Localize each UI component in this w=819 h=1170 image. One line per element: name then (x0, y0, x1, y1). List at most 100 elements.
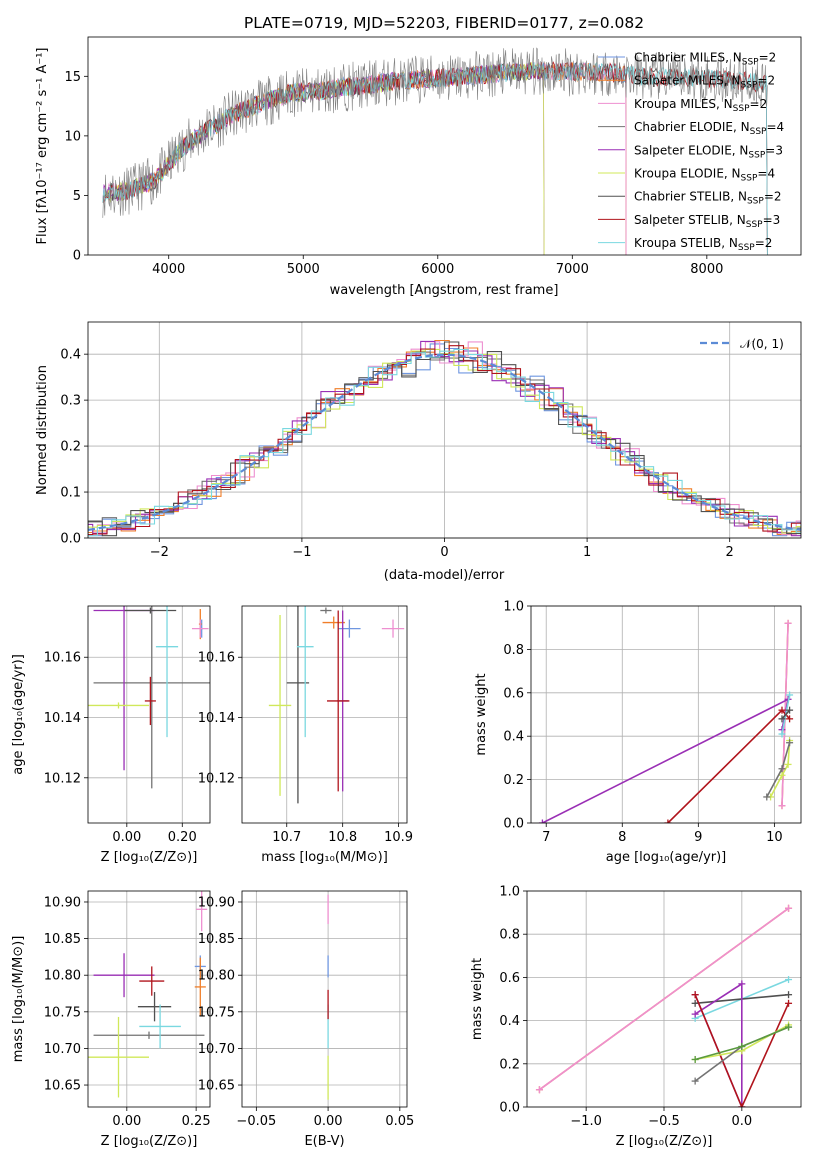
x-tick-label: 0.20 (168, 830, 197, 845)
x-tick-label: −1 (292, 545, 311, 560)
x-tick-label: 5000 (287, 262, 320, 277)
y-axis-label: age [log₁₀(age/yr)] (11, 654, 26, 775)
weight-line (539, 907, 789, 1091)
y-tick-label: 0.0 (60, 532, 81, 547)
x-tick-label: 4000 (152, 262, 185, 277)
axes-frame (241, 605, 408, 824)
weight-line (769, 740, 791, 798)
histogram-step (88, 340, 801, 537)
y-tick-label: 0 (73, 249, 81, 264)
axes-frame (87, 36, 802, 256)
x-axis-label: mass [log₁₀(M/M⊙)] (261, 850, 388, 865)
line-group (535, 904, 793, 1107)
weight-line (694, 994, 790, 1107)
observed-spectrum-line (102, 47, 768, 218)
x-tick-label: 10.9 (384, 830, 413, 845)
y-tick-label: 0.2 (60, 440, 81, 455)
y-tick-label: 10.70 (198, 1042, 235, 1057)
y-tick-label: 0.8 (503, 643, 524, 658)
legend-entry: Salpeter ELODIE, NSSP=3 (634, 143, 783, 160)
y-tick-label: 0.6 (499, 971, 520, 986)
legend-entry: Kroupa MILES, NSSP=2 (634, 97, 767, 114)
y-tick-label: 0.8 (499, 928, 520, 943)
x-tick-label: 10.7 (272, 830, 301, 845)
x-tick-label: 1 (583, 545, 591, 560)
y-tick-label: 0.6 (503, 686, 524, 701)
x-axis-label: Z [log₁₀(Z/Z⊙)] (101, 1134, 198, 1149)
errorbar-group (88, 606, 210, 789)
chart-title: PLATE=0719, MJD=52203, FIBERID=0177, z=0… (244, 14, 644, 32)
y-tick-label: 10.75 (44, 1005, 81, 1020)
histogram-step (88, 341, 801, 536)
y-tick-label: 10.65 (198, 1079, 235, 1094)
x-tick-label: 7 (542, 830, 550, 845)
errorbar-group (268, 606, 405, 804)
y-tick-label: 10.14 (44, 711, 81, 726)
y-tick-label: 10.90 (44, 895, 81, 910)
y-tick-label: 1.0 (499, 885, 520, 900)
y-tick-label: 10.16 (198, 651, 235, 666)
errorbar-group (88, 891, 208, 1098)
y-tick-label: 10.12 (198, 771, 235, 786)
y-tick-label: 10.75 (198, 1005, 235, 1020)
weight-line (542, 697, 790, 823)
x-tick-label: 7000 (556, 262, 589, 277)
legend-entry: Kroupa ELODIE, NSSP=4 (634, 167, 775, 184)
axes-frame (87, 605, 211, 824)
legend-entry: Chabrier ELODIE, NSSP=4 (634, 120, 784, 137)
x-tick-label: 0.00 (314, 1114, 343, 1129)
legend-entry: Salpeter MILES, NSSP=2 (634, 74, 775, 91)
x-tick-label: 10 (766, 830, 783, 845)
y-axis-label: Normed distribution (35, 365, 50, 495)
legend-entry: Chabrier STELIB, NSSP=2 (634, 190, 782, 207)
x-axis-label: Z [log₁₀(Z/Z⊙)] (101, 850, 198, 865)
x-tick-label: 0.25 (182, 1114, 211, 1129)
y-tick-label: 0.4 (503, 730, 524, 745)
y-tick-label: 10.80 (198, 969, 235, 984)
legend-entry: Chabrier MILES, NSSP=2 (634, 51, 776, 68)
y-tick-label: 10.80 (44, 969, 81, 984)
line-group (538, 619, 794, 823)
y-tick-label: 0.0 (499, 1101, 520, 1116)
y-tick-label: 10 (64, 129, 81, 144)
histogram-step (88, 348, 801, 537)
spectrum-lines (102, 47, 768, 255)
weight-line (667, 709, 791, 823)
y-tick-label: 10.70 (44, 1042, 81, 1057)
x-tick-label: −0.05 (236, 1114, 276, 1129)
y-axis-label: mass weight (470, 958, 485, 1040)
y-tick-label: 10.90 (198, 895, 235, 910)
axes-layer (84, 36, 802, 1111)
x-axis-label: (data-model)/error (384, 568, 505, 583)
x-tick-label: 9 (694, 830, 702, 845)
y-axis-label: mass weight (474, 673, 489, 755)
y-tick-label: 15 (64, 70, 81, 85)
y-tick-label: 0.2 (499, 1057, 520, 1072)
y-tick-label: 10.65 (44, 1079, 81, 1094)
axes-frame (241, 890, 408, 1108)
weight-line (766, 742, 791, 798)
x-tick-label: 0 (440, 545, 448, 560)
x-axis-label: Z [log₁₀(Z/Z⊙)] (616, 1134, 713, 1149)
x-axis-label: wavelength [Angstrom, rest frame] (330, 283, 559, 298)
y-axis-label: Flux [fλ10⁻¹⁷ erg cm⁻² s⁻¹ A⁻¹] (35, 48, 50, 245)
histogram-group (88, 339, 801, 537)
x-tick-label: 0.00 (112, 830, 141, 845)
x-tick-label: 8 (618, 830, 626, 845)
y-tick-label: 10.14 (198, 711, 235, 726)
legend-entry: Kroupa STELIB, NSSP=2 (634, 236, 772, 253)
grid-layer (88, 322, 801, 1108)
y-tick-label: 0.2 (503, 773, 524, 788)
y-tick-label: 0.1 (60, 486, 81, 501)
y-tick-label: 1.0 (503, 600, 524, 615)
x-tick-label: −1.0 (570, 1114, 602, 1129)
x-tick-label: 10.8 (328, 830, 357, 845)
gaussian-curve (88, 353, 801, 531)
y-tick-label: 10.16 (44, 651, 81, 666)
legend-entry: 𝒩(0, 1) (740, 337, 784, 351)
y-tick-label: 10.85 (198, 932, 235, 947)
x-tick-label: 0.00 (112, 1114, 141, 1129)
y-tick-label: 0.4 (60, 348, 81, 363)
